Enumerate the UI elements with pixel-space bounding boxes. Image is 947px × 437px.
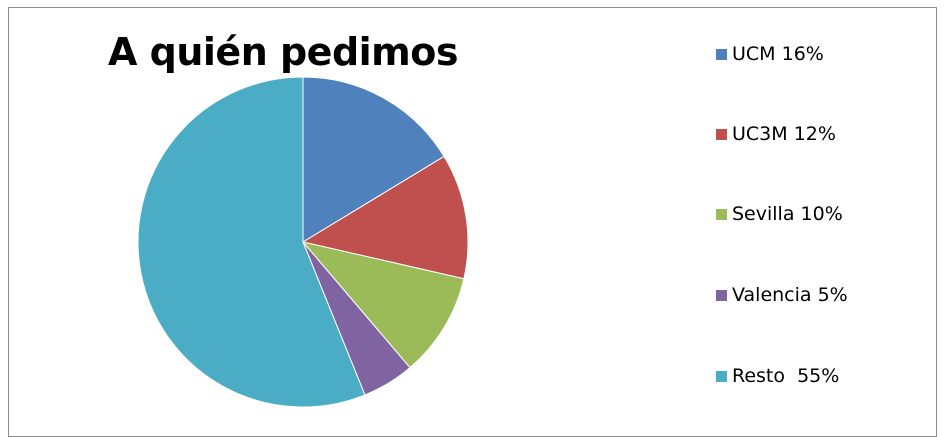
legend-label-sevilla: Sevilla 10% — [732, 203, 843, 225]
legend-label-uc3m: UC3M 12% — [732, 123, 836, 145]
legend-item-valencia: Valencia 5% — [716, 284, 848, 306]
pie-slice-resto — [137, 76, 366, 408]
legend-swatch-sevilla — [716, 208, 727, 220]
legend-swatch-ucm — [716, 48, 727, 60]
legend-item-resto: Resto 55% — [716, 365, 839, 387]
pie-chart — [137, 76, 469, 408]
legend-swatch-uc3m — [716, 128, 727, 140]
legend-swatch-valencia — [716, 289, 727, 301]
legend-label-valencia: Valencia 5% — [732, 284, 848, 306]
legend-item-sevilla: Sevilla 10% — [716, 203, 843, 225]
legend-swatch-resto — [716, 370, 727, 382]
legend-label-resto: Resto 55% — [732, 365, 840, 387]
pie-slices — [137, 76, 469, 408]
chart-title: A quién pedimos — [108, 30, 459, 74]
pie-slice-uc3m — [301, 155, 469, 280]
pie-slice-sevilla — [301, 241, 465, 369]
legend-item-uc3m: UC3M 12% — [716, 123, 836, 145]
legend-item-ucm: UCM 16% — [716, 43, 824, 65]
pie-slice-ucm — [302, 76, 445, 243]
legend-label-ucm: UCM 16% — [732, 43, 824, 65]
